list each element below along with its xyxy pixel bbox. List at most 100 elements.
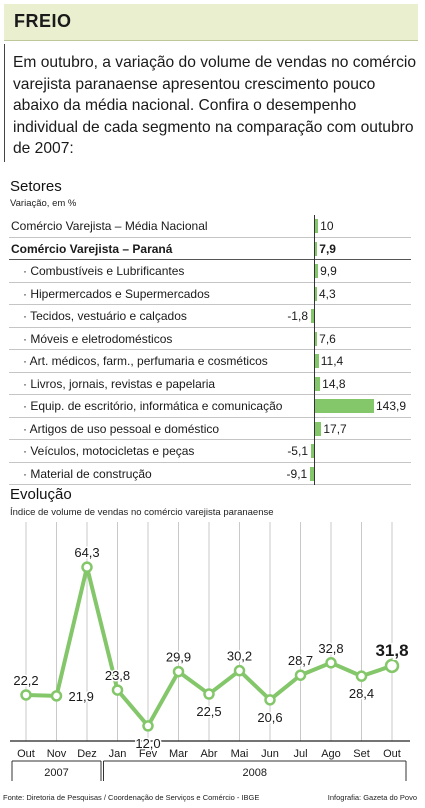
sector-value: 17,7: [323, 421, 347, 436]
sector-row: · Artigos de uso pessoal e doméstico 17,7: [9, 418, 411, 440]
x-tick-label: Out: [383, 748, 401, 760]
sector-value: 9,9: [320, 264, 337, 278]
data-point: [384, 658, 400, 674]
sector-label: Comércio Varejista – Paraná: [11, 241, 173, 256]
sector-row: · Material de construção -9,1: [9, 463, 411, 485]
data-label: 22,5: [196, 704, 221, 719]
data-point: [81, 561, 93, 573]
x-tick-label: Set: [353, 748, 370, 760]
evolution-chart-svg: 22,2 21,9 64,3 23,8 12,0 29,9 22,5 30,2 20,6 28,7…: [10, 522, 410, 781]
data-label: 28,7: [288, 653, 313, 668]
sector-bar: [314, 354, 319, 368]
data-label: 29,9: [166, 650, 191, 665]
sector-value: 14,8: [322, 376, 346, 391]
source-note: Fonte: Diretoria de Pesquisas / Coordena…: [3, 793, 260, 802]
sector-value: 10: [320, 219, 334, 233]
sector-row: Comércio Varejista – Média Nacional 10: [9, 215, 411, 238]
x-tick-label: Fev: [139, 748, 158, 760]
sector-bar: [314, 376, 321, 391]
data-label: 28,4: [349, 686, 374, 701]
data-point: [294, 669, 307, 681]
sector-bar: [314, 421, 322, 436]
year-label: 2008: [243, 767, 267, 779]
data-label: 32,8: [318, 641, 343, 656]
sectors-subtitle: Variação, em %: [10, 198, 77, 209]
intro-text: Em outubro, a variação do volume de vend…: [13, 54, 417, 157]
data-point: [142, 720, 154, 732]
sector-label: · Material de construção: [23, 466, 152, 481]
sector-row: Comércio Varejista – Paraná 7,9: [9, 238, 411, 260]
sector-value: -1,8: [287, 309, 308, 323]
evolution-chart: 22,2 21,9 64,3 23,8 12,0 29,9 22,5 30,2 20,6 28,7…: [10, 522, 410, 790]
data-point: [325, 657, 337, 669]
sector-label: · Combustíveis e Lubrificantes: [23, 264, 185, 278]
data-label: 31,8: [375, 641, 408, 660]
sectors-table: Comércio Varejista – Média Nacional 10 Com…: [9, 215, 411, 485]
x-tick-label: Mai: [231, 748, 249, 760]
sector-value: 7,6: [319, 331, 336, 346]
sector-bar: [311, 309, 314, 323]
x-tick-label: Mar: [169, 748, 188, 760]
x-tick-label: Jul: [293, 748, 307, 760]
x-tick-label: Out: [17, 748, 35, 760]
credit-note: Infografia: Gazeta do Povo: [327, 793, 417, 802]
sector-row: · Hipermercados e Supermercados 4,3: [9, 283, 411, 305]
x-tick-label: Dez: [77, 748, 97, 760]
sectors-title: Setores: [10, 178, 62, 195]
sector-row: · Móveis e eletrodomésticos 7,6: [9, 328, 411, 350]
x-tick-label: Jan: [109, 748, 127, 760]
sector-bar: [314, 331, 318, 346]
data-point: [203, 688, 215, 700]
data-point: [111, 684, 124, 696]
sector-label: Comércio Varejista – Média Nacional: [11, 219, 208, 233]
evolution-title: Evolução: [10, 486, 72, 503]
sector-value: 143,9: [376, 399, 407, 413]
x-tick-label: Nov: [47, 748, 67, 760]
sector-label: · Tecidos, vestuário e calçados: [23, 309, 187, 323]
sector-bar: [314, 264, 319, 278]
data-point: [50, 690, 63, 702]
zero-axis-line: [314, 215, 315, 485]
data-label: 21,9: [69, 689, 94, 704]
sector-row: · Livros, jornais, revistas e papelaria 1…: [9, 373, 411, 395]
x-tick-label: Abr: [200, 748, 217, 760]
title-bar: FREIO: [4, 4, 418, 41]
sector-label: · Hipermercados e Supermercados: [23, 286, 210, 301]
sector-row: · Art. médicos, farm., perfumaria e cosm…: [9, 350, 411, 373]
data-point: [355, 670, 368, 682]
sector-label: · Móveis e eletrodomésticos: [23, 331, 173, 346]
sector-bar: [310, 466, 314, 481]
evolution-subtitle: Índice de volume de vendas no comércio v…: [10, 507, 274, 518]
sector-row: · Veículos, motocicletas e peças -5,1: [9, 440, 411, 463]
x-tick-label: Ago: [321, 748, 341, 760]
sector-bar: [314, 219, 319, 233]
page-title: FREIO: [14, 11, 72, 31]
sector-value: -9,1: [286, 466, 308, 481]
sector-label: · Livros, jornais, revistas e papelaria: [23, 376, 216, 391]
sector-label: · Equip. de escritório, informática e co…: [23, 399, 283, 413]
data-label: 30,2: [227, 649, 252, 664]
sector-row: · Equip. de escritório, informática e co…: [9, 395, 411, 418]
data-point: [233, 664, 246, 677]
sector-label: · Veículos, motocicletas e peças: [23, 444, 195, 458]
sector-value: -5,1: [287, 444, 308, 458]
data-label: 64,3: [74, 545, 99, 560]
sector-row: · Tecidos, vestuário e calçados -1,8: [9, 305, 411, 328]
intro-box: Em outubro, a variação do volume de vend…: [4, 44, 419, 162]
data-point: [172, 665, 185, 678]
sector-bar: [314, 241, 318, 256]
sector-value: 4,3: [319, 286, 336, 301]
data-label: 12,0: [135, 736, 160, 751]
sector-bar: [311, 444, 314, 458]
sector-value: 11,4: [320, 354, 344, 368]
data-label: 22,2: [13, 673, 38, 688]
data-point: [20, 689, 32, 701]
data-label: 20,6: [257, 710, 282, 725]
sector-label: · Art. médicos, farm., perfumaria e cosm…: [23, 354, 268, 368]
sector-label: · Artigos de uso pessoal e doméstico: [23, 421, 220, 436]
sector-bar: [314, 399, 374, 413]
sector-row: · Combustíveis e Lubrificantes 9,9: [9, 260, 411, 283]
data-label: 23,8: [105, 668, 130, 683]
year-label: 2007: [44, 767, 68, 779]
sector-value: 7,9: [319, 241, 336, 256]
